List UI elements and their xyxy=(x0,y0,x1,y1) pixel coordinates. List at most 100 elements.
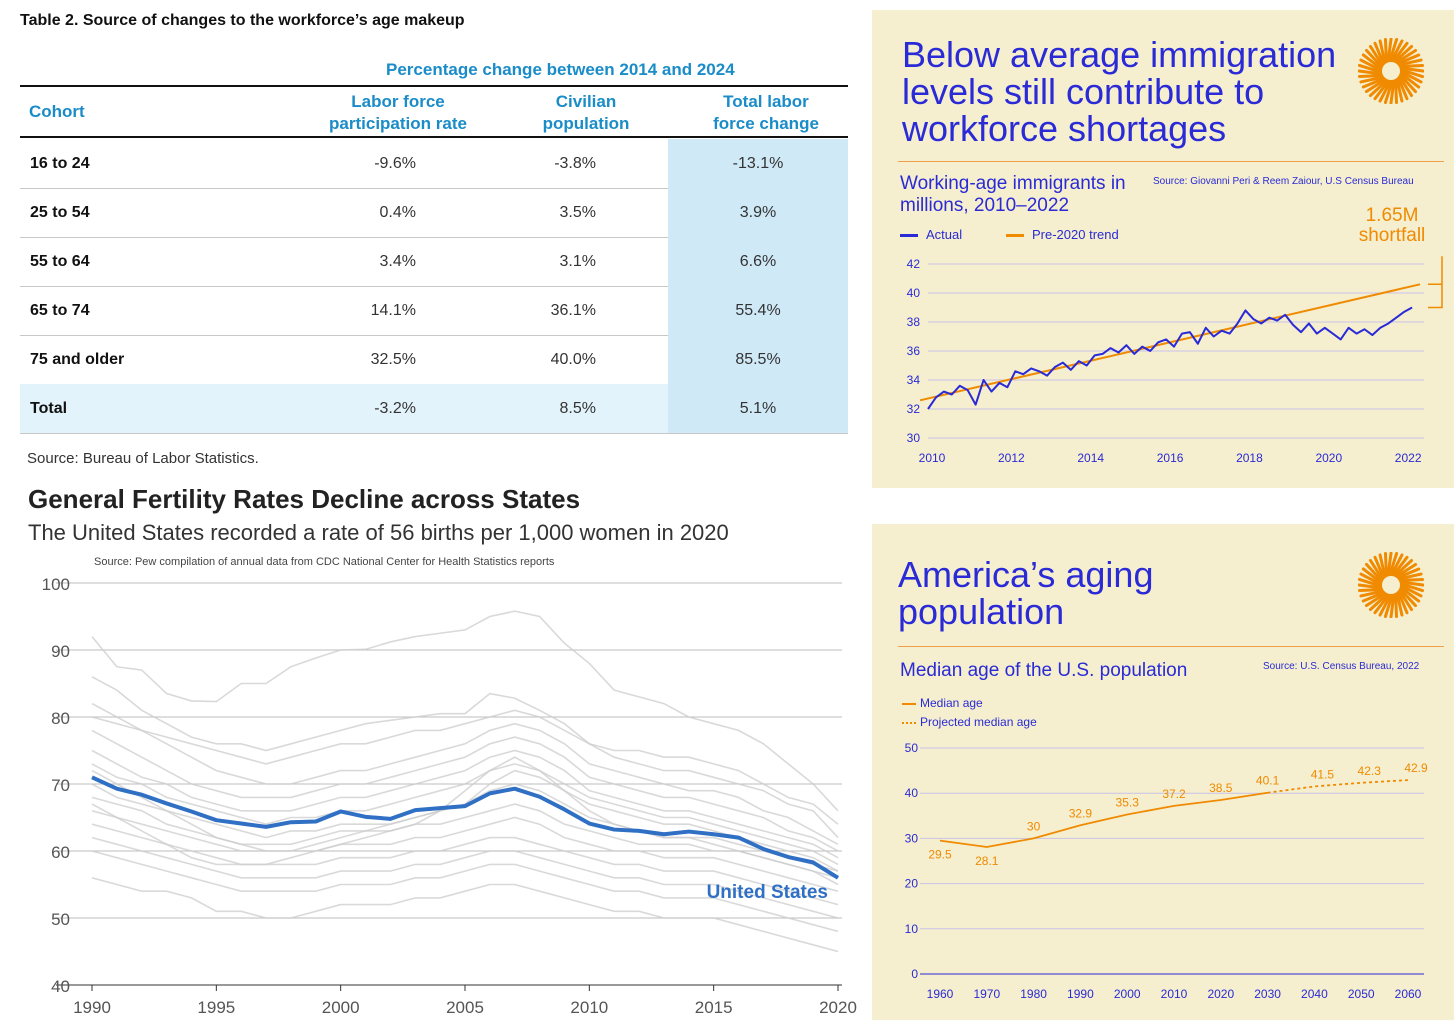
legend-actual: Actual xyxy=(900,227,962,242)
immigration-x-tick: 2012 xyxy=(998,451,1025,465)
lfpr-cell: -3.2% xyxy=(374,400,416,417)
aging-card: America’s aging population Median age of… xyxy=(872,524,1454,1020)
sunburst-ray xyxy=(1397,66,1424,73)
aging-x-tick: 2000 xyxy=(1114,987,1141,1001)
cohort-cell: 25 to 54 xyxy=(30,204,90,221)
sunburst-ray xyxy=(1378,78,1393,103)
projected-age-label: 41.5 xyxy=(1311,767,1335,781)
sunburst-ray xyxy=(1358,577,1384,589)
sunburst-ray xyxy=(1389,39,1404,64)
legend-trend-swatch xyxy=(1006,234,1024,238)
state-series-line xyxy=(91,756,839,886)
aging-y-tick: 10 xyxy=(905,922,919,936)
cohort-cell: 55 to 64 xyxy=(30,253,90,270)
immigration-x-tick: 2014 xyxy=(1077,451,1104,465)
sunburst-ray xyxy=(1398,69,1423,84)
state-series-line xyxy=(91,810,839,892)
sunburst-ray xyxy=(1359,572,1384,587)
immigration-x-tick: 2020 xyxy=(1315,451,1342,465)
aging-x-tick: 2030 xyxy=(1254,987,1281,1001)
immigration-y-tick: 36 xyxy=(907,344,921,358)
aging-x-tick: 1970 xyxy=(973,987,1000,1001)
aging-x-tick: 2050 xyxy=(1348,987,1375,1001)
header-lfpr: Labor force participation rate xyxy=(329,92,467,133)
sunburst-ray xyxy=(1361,76,1387,89)
sunburst-ray xyxy=(1398,71,1421,89)
sunburst-ray xyxy=(1396,58,1423,67)
sunburst-logo-icon xyxy=(1358,552,1424,618)
state-series-line xyxy=(91,836,839,919)
fertility-x-tick: 2015 xyxy=(695,998,733,1017)
table-row: 65 to 74 14.1% 36.1% 55.4% xyxy=(20,286,848,336)
immigration-card: Below average immigration levels still c… xyxy=(872,10,1454,488)
sunburst-ray xyxy=(1387,552,1399,578)
table-row: 25 to 54 0.4% 3.5% 3.9% xyxy=(20,188,848,238)
legend-actual-swatch xyxy=(900,234,918,238)
sunburst-ray xyxy=(1398,583,1423,598)
total-cell: 6.6% xyxy=(668,237,848,286)
projected-age-line xyxy=(1267,779,1409,794)
aging-x-tick: 1980 xyxy=(1020,987,1047,1001)
sunburst-ray xyxy=(1358,583,1385,590)
immigration-title: Below average immigration levels still c… xyxy=(902,34,1337,149)
sunburst-ray xyxy=(1364,591,1388,608)
table-row: Total -3.2% 8.5% 5.1% xyxy=(20,384,848,434)
aging-x-tick: 2060 xyxy=(1395,987,1422,1001)
state-series-line xyxy=(91,749,839,859)
projected-age-label: 42.9 xyxy=(1404,761,1428,775)
median-age-label: 40.1 xyxy=(1256,774,1280,788)
sunburst-ray xyxy=(1392,559,1414,579)
sunburst-ray xyxy=(1378,39,1387,66)
aging-x-tick: 1990 xyxy=(1067,987,1094,1001)
aging-subtitle: Median age of the U.S. population xyxy=(900,660,1188,681)
immigration-divider xyxy=(898,161,1444,162)
sunburst-ray xyxy=(1397,586,1417,608)
table-source: Source: Bureau of Labor Statistics. xyxy=(27,450,259,467)
cohort-cell: Total xyxy=(30,400,68,417)
sunburst-ray xyxy=(1358,588,1385,593)
median-age-line xyxy=(939,791,1268,848)
immigration-source: Source: Giovanni Peri & Reem Zaiour, U.S… xyxy=(1153,176,1414,187)
sunburst-ray xyxy=(1389,591,1396,618)
median-age-label: 38.5 xyxy=(1209,781,1233,795)
immigration-x-tick: 2022 xyxy=(1395,451,1422,465)
fertility-x-tick: 1995 xyxy=(197,998,235,1017)
sunburst-ray xyxy=(1373,78,1391,101)
lfpr-cell: 14.1% xyxy=(370,302,416,319)
aging-divider xyxy=(898,646,1444,647)
state-series-line xyxy=(91,610,839,812)
fertility-chart: 40 50 60 70 80 90 100 1990 1995 2000 2005 2010 2015 2… xyxy=(42,575,857,1017)
sunburst-ray xyxy=(1395,53,1421,66)
immigration-y-tick: 38 xyxy=(907,315,921,329)
fertility-x-tick: 2000 xyxy=(322,998,360,1017)
sunburst-ray xyxy=(1361,567,1384,585)
table-row: 16 to 24 -9.6% -3.8% -13.1% xyxy=(20,139,848,189)
sunburst-ray xyxy=(1394,591,1399,618)
header-population: Civilian population xyxy=(542,92,630,133)
sunburst-ray xyxy=(1395,590,1404,617)
sunburst-ray xyxy=(1364,77,1388,94)
aging-x-tick: 2010 xyxy=(1161,987,1188,1001)
lfpr-cell: -9.6% xyxy=(374,155,416,172)
sunburst-ray xyxy=(1361,590,1387,603)
sunburst-ray xyxy=(1383,38,1388,65)
sunburst-ray xyxy=(1397,72,1417,94)
sunburst-ray xyxy=(1373,41,1386,67)
sunburst-ray xyxy=(1359,58,1384,73)
total-cell: 55.4% xyxy=(668,286,848,335)
sunburst-ray xyxy=(1394,77,1399,104)
sunburst-ray xyxy=(1383,552,1388,579)
fertility-y-tick: 80 xyxy=(51,709,70,728)
sunburst-ray xyxy=(1398,581,1424,593)
immigration-y-tick: 30 xyxy=(907,431,921,445)
sunburst-ray xyxy=(1391,41,1409,64)
population-cell: -3.8% xyxy=(554,155,596,172)
workforce-table: Table 2. Source of changes to the workfo… xyxy=(0,0,860,480)
immigration-x-tick: 2010 xyxy=(919,451,946,465)
fertility-x-tick: 1990 xyxy=(73,998,111,1017)
immigration-y-tick: 42 xyxy=(907,257,921,271)
immigration-y-tick: 40 xyxy=(907,286,921,300)
sunburst-ray xyxy=(1359,589,1386,598)
table-header-rule xyxy=(20,136,848,138)
